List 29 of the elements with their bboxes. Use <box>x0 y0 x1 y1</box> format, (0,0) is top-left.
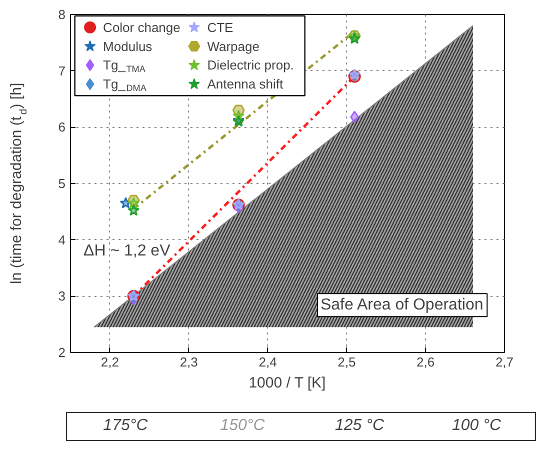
y-tick-label: 6 <box>58 120 66 135</box>
text: 125 °C <box>334 416 386 436</box>
y-axis-title: ln (time for degradation (td) [h] <box>8 82 30 284</box>
legend-label: Color change <box>103 20 180 35</box>
x-tick-label: 2,2 <box>100 354 119 370</box>
y-tick-label: 2 <box>58 345 66 360</box>
legend-label: Warpage <box>207 38 260 54</box>
y-tick-label: 4 <box>58 232 66 248</box>
legend-label: Dielectric prop. <box>207 58 294 73</box>
legend-label: Antenna shift <box>207 76 284 92</box>
text: 150°C <box>219 416 266 436</box>
y-tick-label: 7 <box>58 63 66 78</box>
point <box>128 204 140 216</box>
y-tick-label: 3 <box>58 288 66 304</box>
legend-label: CTE <box>207 20 234 35</box>
y-tick-label: 8 <box>58 7 66 22</box>
x-tick-label: 2,5 <box>338 354 356 370</box>
text: 175°C <box>102 416 149 436</box>
x-axis-title: 1000 / T [K] <box>248 374 326 392</box>
x-tick-label: 2,6 <box>416 354 435 370</box>
text: 100 °C <box>450 416 502 436</box>
legend-label: Modulus <box>103 38 153 54</box>
x-tick-label: 2,3 <box>180 354 198 370</box>
annotation: Safe Area of Operation <box>320 296 484 314</box>
annotation: ΔH ~ 1,2 eV <box>84 242 171 260</box>
y-tick-label: 5 <box>58 176 66 191</box>
point <box>348 32 361 44</box>
x-tick-label: 2,7 <box>495 354 514 370</box>
x-tick-label: 2,4 <box>258 354 277 370</box>
